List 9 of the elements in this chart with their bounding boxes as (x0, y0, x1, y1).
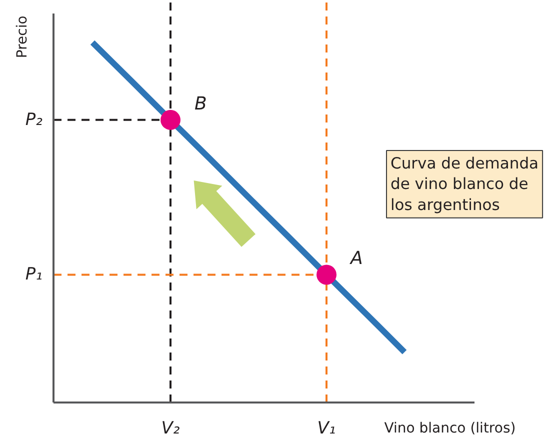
x-axis-title: Vino blanco (litros) (384, 420, 516, 436)
series-label: P₂ (25, 110, 43, 130)
annotation: B (194, 93, 207, 114)
x-tick-label: V₁ (317, 418, 336, 438)
annotation: Curva de demanda de vino blanco de los argentinos (390, 154, 539, 214)
annotation: A (350, 248, 363, 270)
x-tick-label: V₂ (161, 418, 180, 438)
series-label: P₁ (25, 264, 43, 285)
y-axis-title: Precio (14, 16, 30, 58)
